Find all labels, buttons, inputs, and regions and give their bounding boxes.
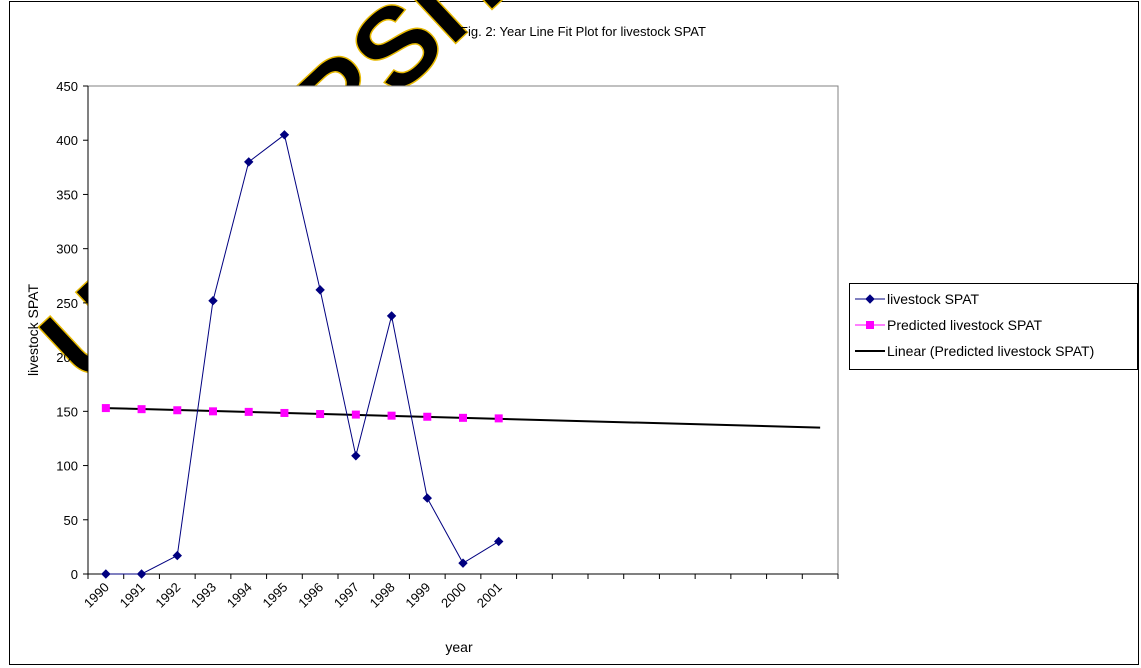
data-point (458, 558, 468, 568)
legend-marker (865, 294, 875, 304)
data-point (279, 130, 290, 140)
y-tick-label: 450 (56, 79, 78, 94)
legend-box (849, 283, 1138, 370)
data-point (172, 550, 182, 561)
data-point (208, 296, 218, 306)
y-tick-label: 100 (56, 459, 78, 474)
data-point (459, 413, 467, 422)
legend-item: Linear (Predicted livestock SPAT) (855, 343, 1094, 359)
y-tick-label: 0 (71, 567, 78, 582)
data-point (423, 412, 432, 421)
x-axis-title: year (445, 639, 473, 655)
y-tick-label: 150 (56, 404, 78, 419)
data-point (209, 407, 217, 416)
data-point (351, 451, 361, 461)
data-point (244, 407, 253, 416)
series-2 (101, 404, 503, 423)
legend-label: Linear (Predicted livestock SPAT) (887, 343, 1094, 359)
legend-marker (866, 321, 874, 329)
data-point (494, 536, 504, 547)
legend-item: Predicted livestock SPAT (855, 317, 1043, 333)
y-tick-label: 300 (56, 242, 78, 257)
data-point (315, 285, 325, 295)
legend-label: Predicted livestock SPAT (887, 317, 1043, 333)
legend-item: livestock SPAT (855, 291, 980, 307)
y-tick-label: 400 (56, 133, 78, 148)
y-axis: 0 50 100 150 200 250 300 350 400 450 (56, 79, 89, 582)
data-point (316, 410, 325, 419)
y-axis-title: livestock SPAT (25, 284, 41, 377)
data-point (386, 311, 397, 321)
data-point (101, 404, 110, 413)
y-tick-label: 50 (64, 513, 78, 528)
data-point (422, 493, 432, 503)
data-point (173, 406, 182, 415)
data-point (101, 569, 111, 579)
data-point (351, 410, 360, 419)
plot-area (87, 85, 839, 575)
y-tick-label: 350 (56, 187, 78, 202)
chart-title: Fig. 2: Year Line Fit Plot for livestock… (460, 24, 706, 39)
legend: livestock SPAT Predicted livestock SPAT Li… (849, 283, 1138, 370)
data-point (494, 414, 503, 423)
data-point (244, 157, 254, 167)
series-layer (101, 130, 504, 579)
series-line (105, 133, 499, 575)
data-point (387, 411, 396, 420)
data-point (137, 405, 146, 414)
data-point (280, 408, 289, 417)
y-tick-label: 250 (56, 296, 78, 311)
data-point (136, 569, 147, 579)
series-1 (101, 130, 504, 579)
y-tick-label: 200 (56, 350, 78, 365)
legend-label: livestock SPAT (887, 291, 980, 307)
